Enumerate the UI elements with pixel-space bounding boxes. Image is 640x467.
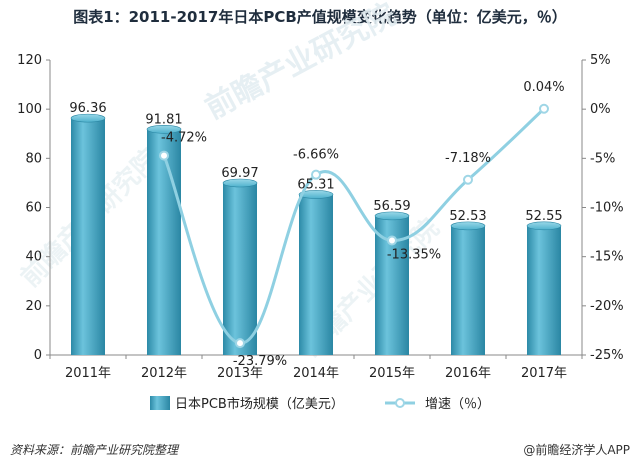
growth-value-label: 0.04% (523, 80, 564, 95)
y-right-tick-label: -15% (590, 250, 624, 265)
chart-title: 图表1：2011-2017年日本PCB产值规模变化趋势（单位：亿美元，％） (73, 8, 567, 26)
x-tick-label: 2013年 (217, 366, 263, 381)
bar-value-label: 65.31 (297, 177, 334, 192)
bar-value-label: 91.81 (145, 112, 182, 127)
bar-group (146, 125, 182, 355)
bar-group (374, 211, 410, 355)
legend-bar-swatch (150, 396, 170, 410)
y-left-tick-label: 80 (25, 151, 42, 166)
bar-cap (146, 125, 182, 134)
bar-cap (298, 190, 334, 199)
bar (223, 182, 257, 355)
bar-value-label: 56.59 (373, 199, 410, 214)
bar-group (450, 221, 486, 355)
bar-value-label: 96.36 (69, 101, 106, 116)
bar-value-label: 52.53 (449, 209, 486, 224)
y-left-tick-label: 40 (25, 250, 42, 265)
growth-value-label: -7.18% (445, 151, 491, 166)
bar (147, 129, 181, 355)
y-right-tick-label: -10% (590, 201, 624, 216)
x-tick-label: 2011年 (65, 366, 111, 381)
x-tick-label: 2015年 (369, 366, 415, 381)
y-right-tick-label: 5% (590, 53, 611, 68)
bar-value-label: 69.97 (221, 166, 258, 181)
x-tick-label: 2012年 (141, 366, 187, 381)
legend-line-marker (395, 398, 405, 408)
bar (299, 194, 333, 355)
growth-point (387, 235, 397, 246)
y-left-tick-label: 120 (17, 53, 42, 68)
bar-group (222, 178, 258, 355)
growth-point (463, 174, 473, 185)
bar-cap (70, 113, 106, 123)
brand-label: @前瞻经济学人APP (523, 443, 630, 457)
y-right-tick-label: 0% (590, 102, 611, 117)
y-right-tick-label: -25% (590, 348, 624, 363)
bar-cap (222, 178, 258, 188)
growth-point (159, 150, 169, 161)
y-left-tick-label: 100 (17, 102, 42, 117)
bar (527, 225, 561, 355)
growth-value-label: -6.66% (293, 148, 339, 163)
y-right-tick-label: -5% (590, 151, 615, 166)
bar-group (298, 190, 334, 355)
bar-cap (374, 211, 410, 221)
x-tick-label: 2014年 (293, 366, 339, 381)
growth-point (539, 103, 549, 114)
bar-group (70, 113, 106, 356)
y-left-tick-label: 0 (34, 348, 42, 363)
growth-value-label: -4.72% (161, 131, 207, 146)
bar-cap (450, 221, 486, 231)
bar-value-label: 52.55 (525, 209, 562, 224)
legend-bar-label: 日本PCB市场规模（亿美元） (175, 396, 344, 412)
source-note: 资料来源：前瞻产业研究院整理 (10, 443, 179, 457)
bar-group (526, 221, 562, 355)
watermark: 前瞻产业研究院 (200, 0, 402, 126)
growth-point (235, 338, 245, 349)
x-tick-label: 2017年 (521, 366, 567, 381)
x-tick-label: 2016年 (445, 366, 491, 381)
growth-point (311, 169, 321, 180)
y-left-tick-label: 60 (25, 201, 42, 216)
growth-value-label: -13.35% (387, 247, 441, 262)
y-left-tick-label: 20 (25, 299, 42, 314)
bar-cap (526, 221, 562, 231)
legend-line-label: 增速（％） (425, 397, 490, 412)
y-right-tick-label: -20% (590, 299, 624, 314)
bar (71, 118, 105, 356)
bar (451, 225, 485, 355)
growth-value-label: -23.79% (233, 354, 287, 369)
